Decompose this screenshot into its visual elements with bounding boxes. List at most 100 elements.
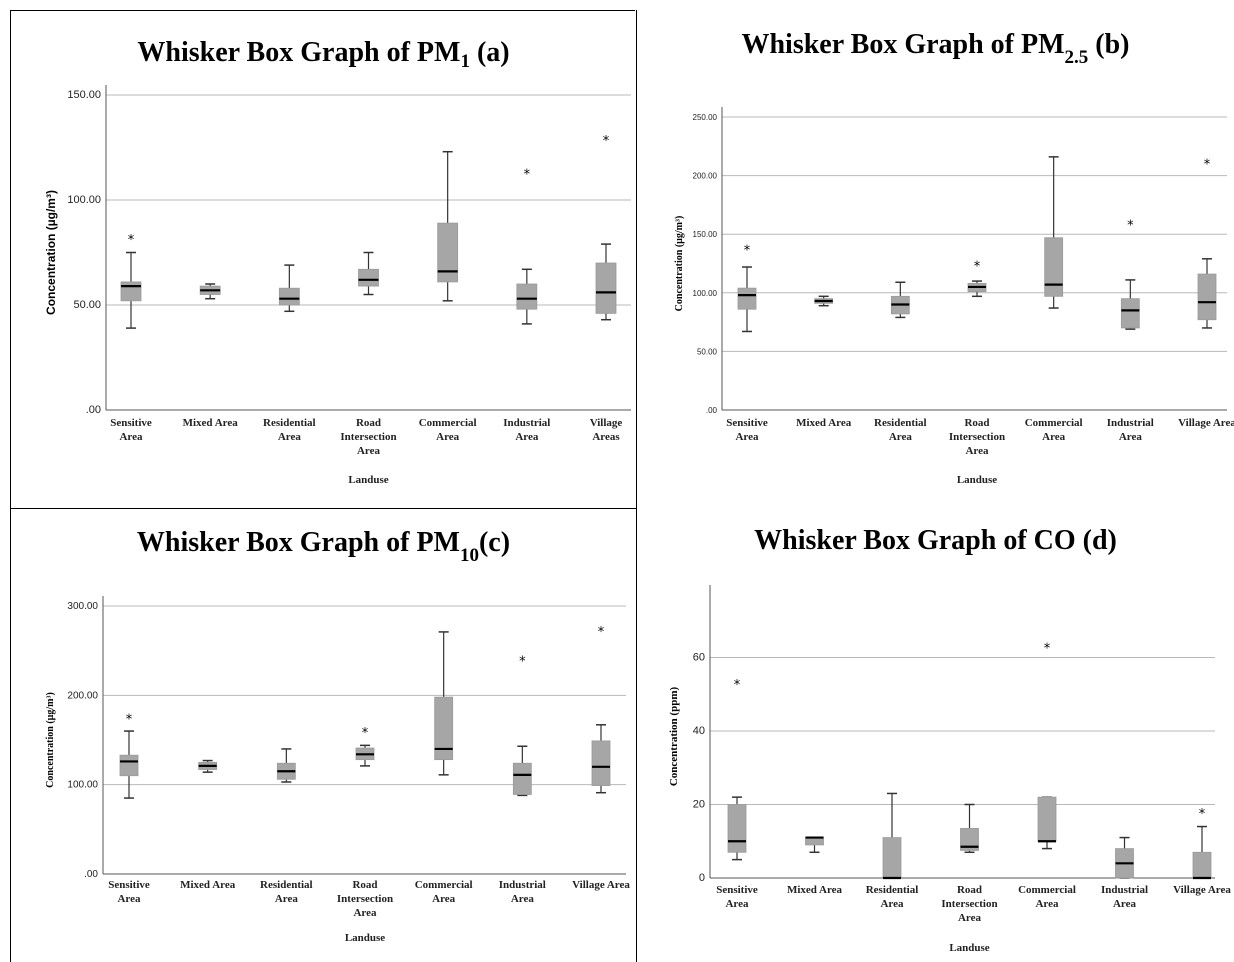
chart-title-subscript: 1	[460, 51, 470, 72]
category-label: Sensitive	[110, 417, 152, 429]
box-1	[805, 836, 824, 854]
box-2	[278, 264, 300, 313]
y-tick-label: .00	[84, 869, 98, 880]
category-label: Areas	[592, 431, 620, 443]
category-label: Area	[357, 445, 381, 457]
x-axis-label: Landuse	[348, 474, 388, 486]
y-tick-label: 150.00	[693, 230, 718, 239]
iqr-box	[960, 827, 979, 851]
y-tick-label: .00	[86, 404, 101, 416]
iqr-box	[1192, 851, 1212, 879]
box-4	[437, 150, 459, 302]
category-label: Intersection	[949, 431, 1005, 443]
outlier-marker: *	[734, 678, 741, 693]
box-4: *	[1037, 641, 1057, 850]
grid-border-top	[10, 10, 635, 11]
chart-svg: .00 50.00 100.00 150.00 200.00 250.00 Concentr…	[674, 107, 1234, 486]
chart-title: Whisker Box Graph of CO (d)	[754, 525, 1117, 556]
y-axis-label: Concentration (µg/m³)	[44, 190, 58, 315]
category-label: Commercial	[419, 417, 477, 429]
iqr-box	[512, 762, 532, 795]
category-label: Sensitive	[716, 884, 758, 896]
category-label: Industrial	[1101, 884, 1148, 896]
outlier-marker: *	[519, 655, 526, 670]
box-6: *	[1197, 158, 1217, 329]
category-label: Area	[278, 431, 302, 443]
x-axis-label: Landuse	[957, 474, 997, 486]
category-label: Area	[511, 893, 535, 905]
box-1	[198, 759, 218, 773]
y-tick-label: 0	[699, 872, 705, 884]
category-label: Area	[1042, 431, 1066, 443]
iqr-box	[1197, 273, 1217, 321]
category-label: Area	[1113, 898, 1137, 910]
iqr-box	[591, 740, 611, 786]
box-5: *	[1120, 219, 1140, 330]
category-label: Industrial	[503, 417, 550, 429]
category-label: Area	[1119, 431, 1143, 443]
box-4	[1044, 156, 1064, 309]
category-label: Mixed Area	[796, 417, 852, 429]
iqr-box	[1037, 796, 1057, 842]
outlier-marker: *	[1199, 807, 1206, 822]
category-label: Industrial	[1107, 417, 1154, 429]
y-tick-label: 200.00	[693, 172, 718, 181]
category-label: Residential	[874, 417, 927, 429]
category-label: Sensitive	[108, 879, 150, 891]
box-2	[882, 792, 902, 880]
outlier-marker: *	[1044, 641, 1051, 656]
chart-svg: 0 20 40 60 Concentration (ppm) Landuse * Sensit…	[668, 585, 1231, 954]
box-3	[960, 803, 979, 854]
category-label: Area	[725, 898, 749, 910]
outlier-marker: *	[128, 233, 135, 248]
y-axis-label: Concentration (µg/m³)	[674, 216, 685, 312]
chart-title: Whisker Box Graph of PM10(c)	[136, 527, 511, 566]
chart-co: 0 20 40 60 Concentration (ppm) Landuse * Sensit…	[637, 509, 1234, 962]
y-tick-label: 50.00	[73, 299, 101, 311]
iqr-box	[595, 262, 617, 314]
x-axis-label: Landuse	[949, 942, 989, 954]
category-label: Intersection	[337, 893, 393, 905]
y-tick-label: 60	[693, 651, 705, 663]
box-5: *	[516, 168, 538, 325]
iqr-box	[358, 268, 379, 287]
box-0: *	[737, 243, 757, 333]
grid-border-middle	[636, 10, 637, 962]
category-label: Area	[958, 912, 982, 924]
category-label: Industrial	[499, 879, 546, 891]
category-label: Area	[432, 893, 456, 905]
category-label: Mixed Area	[180, 879, 236, 891]
outlier-marker: *	[1127, 219, 1134, 234]
category-label: Road	[352, 879, 377, 891]
iqr-box	[1120, 298, 1140, 329]
category-label: Area	[436, 431, 460, 443]
category-label: Area	[119, 431, 143, 443]
iqr-box	[437, 222, 459, 283]
category-label: Area	[353, 907, 377, 919]
outlier-marker: *	[362, 726, 369, 741]
box-1	[199, 283, 221, 300]
y-tick-label: 250.00	[693, 113, 718, 122]
category-label: Commercial	[1025, 417, 1083, 429]
category-label: Intersection	[941, 898, 997, 910]
category-label: Mixed Area	[183, 417, 239, 429]
iqr-box	[120, 281, 142, 302]
y-tick-label: 100.00	[693, 289, 718, 298]
grid-border-left	[10, 10, 11, 962]
iqr-box	[805, 837, 824, 846]
box-3	[358, 251, 379, 296]
category-label: Commercial	[415, 879, 473, 891]
box-3: *	[355, 726, 375, 767]
iqr-box	[727, 804, 747, 853]
outlier-marker: *	[524, 168, 531, 183]
box-6: *	[1192, 807, 1212, 880]
category-label: Commercial	[1018, 884, 1076, 896]
category-label: Area	[735, 431, 759, 443]
y-tick-label: 150.00	[67, 89, 101, 101]
box-0: *	[119, 713, 139, 799]
box-0: *	[120, 233, 142, 329]
y-tick-label: 20	[693, 798, 705, 810]
box-4	[434, 631, 454, 776]
chart-title-subscript: 10	[459, 545, 479, 566]
